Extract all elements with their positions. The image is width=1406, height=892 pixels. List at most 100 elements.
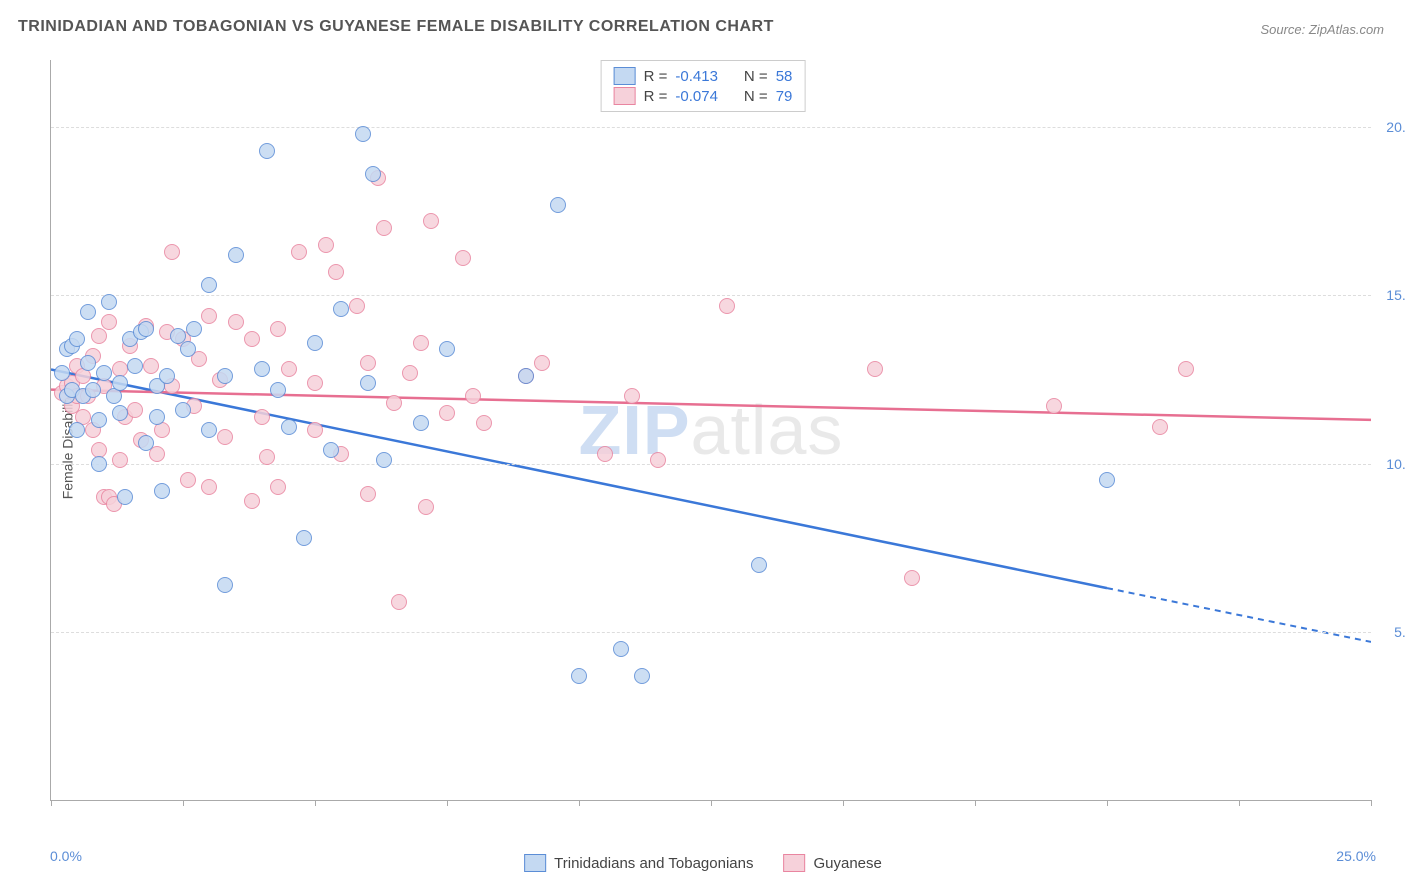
scatter-point [413, 415, 429, 431]
n-label-2: N = [744, 88, 768, 105]
scatter-point [254, 361, 270, 377]
scatter-point [180, 341, 196, 357]
scatter-point [217, 368, 233, 384]
swatch-series2-bottom-icon [783, 854, 805, 872]
legend-stats: R = -0.413 N = 58 R = -0.074 N = 79 [601, 60, 806, 112]
scatter-point [307, 422, 323, 438]
scatter-point [360, 375, 376, 391]
chart-title: TRINIDADIAN AND TOBAGONIAN VS GUYANESE F… [18, 18, 774, 36]
scatter-point [291, 244, 307, 260]
scatter-point [270, 321, 286, 337]
scatter-point [281, 361, 297, 377]
scatter-point [201, 277, 217, 293]
scatter-point [534, 355, 550, 371]
scatter-point [91, 328, 107, 344]
scatter-point [244, 493, 260, 509]
scatter-point [143, 358, 159, 374]
scatter-point [391, 594, 407, 610]
y-tick-label: 10.0% [1386, 456, 1406, 472]
gridline [51, 127, 1371, 128]
y-tick-label: 5.0% [1394, 624, 1406, 640]
scatter-point [1046, 398, 1062, 414]
scatter-point [69, 331, 85, 347]
scatter-point [349, 298, 365, 314]
scatter-point [402, 365, 418, 381]
scatter-point [418, 499, 434, 515]
watermark-atlas: atlas [691, 391, 844, 469]
legend-item-1: Trinidadians and Tobagonians [524, 854, 753, 872]
scatter-point [360, 355, 376, 371]
legend-stats-row-2: R = -0.074 N = 79 [614, 87, 793, 105]
x-tick [183, 800, 184, 806]
r-label-2: R = [644, 88, 668, 105]
scatter-point [307, 375, 323, 391]
scatter-point [439, 341, 455, 357]
scatter-point [571, 668, 587, 684]
y-tick-label: 20.0% [1386, 119, 1406, 135]
swatch-series1-bottom-icon [524, 854, 546, 872]
legend-bottom: Trinidadians and Tobagonians Guyanese [524, 854, 882, 872]
scatter-point [180, 472, 196, 488]
scatter-point [80, 304, 96, 320]
scatter-point [328, 264, 344, 280]
source-text: Source: ZipAtlas.com [1260, 22, 1384, 37]
scatter-point [254, 409, 270, 425]
scatter-point [550, 197, 566, 213]
legend-item-2: Guyanese [783, 854, 881, 872]
scatter-point [259, 449, 275, 465]
scatter-point [355, 126, 371, 142]
scatter-point [296, 530, 312, 546]
gridline [51, 295, 1371, 296]
scatter-point [186, 321, 202, 337]
scatter-point [127, 402, 143, 418]
scatter-point [259, 143, 275, 159]
scatter-point [318, 237, 334, 253]
scatter-point [138, 321, 154, 337]
scatter-point [360, 486, 376, 502]
scatter-point [117, 489, 133, 505]
n-label-1: N = [744, 68, 768, 85]
scatter-point [613, 641, 629, 657]
scatter-point [270, 382, 286, 398]
r-label-1: R = [644, 68, 668, 85]
scatter-point [439, 405, 455, 421]
scatter-point [376, 220, 392, 236]
x-axis-min-label: 0.0% [50, 848, 82, 864]
x-tick [711, 800, 712, 806]
x-tick [315, 800, 316, 806]
legend-stats-row-1: R = -0.413 N = 58 [614, 67, 793, 85]
scatter-point [91, 456, 107, 472]
swatch-series1-icon [614, 67, 636, 85]
trendlines-svg [51, 60, 1371, 800]
scatter-point [1178, 361, 1194, 377]
scatter-point [112, 405, 128, 421]
scatter-point [270, 479, 286, 495]
scatter-point [1152, 419, 1168, 435]
scatter-point [159, 368, 175, 384]
scatter-point [386, 395, 402, 411]
plot-area: ZIPatlas 5.0%10.0%15.0%20.0% [50, 60, 1371, 801]
scatter-point [201, 308, 217, 324]
r-value-2: -0.074 [675, 88, 718, 105]
scatter-point [904, 570, 920, 586]
scatter-point [455, 250, 471, 266]
scatter-point [217, 577, 233, 593]
x-tick [843, 800, 844, 806]
x-tick [51, 800, 52, 806]
scatter-point [91, 412, 107, 428]
scatter-point [413, 335, 429, 351]
scatter-point [54, 365, 70, 381]
scatter-point [96, 365, 112, 381]
scatter-point [333, 301, 349, 317]
y-tick-label: 15.0% [1386, 287, 1406, 303]
x-tick [975, 800, 976, 806]
gridline [51, 632, 1371, 633]
r-value-1: -0.413 [675, 68, 718, 85]
scatter-point [867, 361, 883, 377]
scatter-point [597, 446, 613, 462]
scatter-point [365, 166, 381, 182]
watermark: ZIPatlas [579, 390, 844, 470]
x-tick [447, 800, 448, 806]
scatter-point [112, 375, 128, 391]
scatter-point [634, 668, 650, 684]
